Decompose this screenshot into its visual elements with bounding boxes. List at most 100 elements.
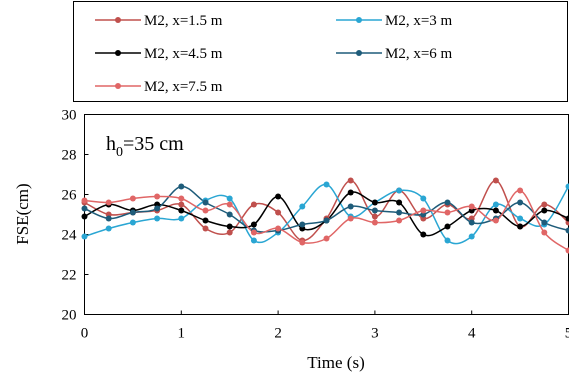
series-m2-x-1-5-m-point (178, 201, 185, 208)
x-tick-label: 3 (371, 326, 379, 342)
x-tick-label: 1 (178, 326, 186, 342)
series-m2-x-3-m-point (323, 181, 330, 188)
series-m2-x-7-5-m-point (420, 207, 427, 214)
series-m2-x-1-5-m-point (347, 177, 354, 184)
legend-label: M2, x=3 m (385, 13, 453, 29)
series-m2-x-1-5-m-point (202, 225, 209, 232)
x-axis-title: Time (s) (307, 353, 364, 372)
series-m2-x-6-m-point (226, 211, 233, 218)
series-m2-x-3-m-point (129, 219, 136, 226)
series-m2-x-1-5-m-point (250, 201, 257, 208)
legend: M2, x=1.5 m M2, x=3 m M2, x=4.5 m M2, x=6 m… (73, 1, 568, 102)
series-m2-x-1-5-m-point (492, 177, 499, 184)
x-tick-label: 5 (565, 326, 569, 342)
series-m2-x-6-m-point (105, 215, 112, 222)
legend-item-m2-x-1-5-m: M2, x=1.5 m (95, 13, 223, 29)
legend-swatch-marker (115, 50, 121, 56)
series-m2-x-7-5-m-point (396, 217, 403, 224)
legend-box (73, 1, 568, 102)
series-m2-x-4-5-m-point (202, 217, 209, 224)
annotation-subscript: 0 (116, 145, 123, 160)
series-m2-x-4-5-m-point (565, 215, 569, 222)
series-m2-x-3-m-point (299, 203, 306, 210)
y-axis: 20 22 24 26 28 30 (62, 108, 89, 324)
series-m2-x-7-5-m-point (517, 187, 524, 194)
x-tick-label: 2 (274, 326, 282, 342)
series-m2-x-7-5-m-point (154, 193, 161, 200)
series-m2-x-4-5-m-point (371, 199, 378, 206)
series-m2-x-3-m-point (444, 237, 451, 244)
series-m2-x-7-5-m-point (371, 219, 378, 226)
annotation-main: h (106, 133, 116, 155)
series-m2-x-4-5-m-point (347, 189, 354, 196)
series-m2-x-4-5-m-point (226, 223, 233, 230)
series-m2-x-7-5-m-point (105, 199, 112, 206)
series-m2-x-4-5-m-point (250, 221, 257, 228)
series-m2-x-6-m-point (323, 217, 330, 224)
series-m2-x-3-m-point (517, 215, 524, 222)
y-tick-label: 22 (62, 268, 77, 284)
series-m2-x-3-m-point (178, 215, 185, 222)
series-m2-x-6-m-point (129, 209, 136, 216)
series-m2-x-6-m-point (468, 219, 475, 226)
series-m2-x-7-5-m-point (250, 229, 257, 236)
series-m2-x-4-5-m-point (517, 223, 524, 230)
series-m2-x-4-5-m-point (444, 223, 451, 230)
series-m2-x-3-m-point (226, 195, 233, 202)
series-m2-x-7-5-m-point (178, 195, 185, 202)
series-m2-x-4-5-m-point (81, 213, 88, 220)
series-m2-x-6-m-point (371, 207, 378, 214)
series-m2-x-7-5-m-point (275, 225, 282, 232)
series-m2-x-1-5-m-point (541, 201, 548, 208)
series-m2-x-7-5-m-point (444, 209, 451, 216)
series-m2-x-7-5-m-point (468, 203, 475, 210)
series-m2-x-7-5-m-point (541, 229, 548, 236)
legend-swatch-marker (115, 17, 121, 23)
series-m2-x-6-m-point (517, 199, 524, 206)
legend-swatch-marker (356, 50, 362, 56)
series-m2-x-7-5-m-point (226, 201, 233, 208)
legend-item-m2-x-6-m: M2, x=6 m (336, 46, 453, 62)
y-tick-label: 24 (62, 228, 78, 244)
series-m2-x-7-5-m-point (347, 215, 354, 222)
y-tick-label: 28 (62, 148, 77, 164)
series-m2-x-3-m-point (105, 225, 112, 232)
depth-annotation: h0=35 cm (106, 133, 184, 160)
legend-label: M2, x=6 m (385, 46, 453, 62)
series-m2-x-7-5-m-point (323, 235, 330, 242)
legend-item-m2-x-3-m: M2, x=3 m (336, 13, 453, 29)
series-m2-x-4-5-m-point (396, 199, 403, 206)
series-m2-x-3-m-point (565, 183, 569, 190)
y-tick-label: 20 (62, 308, 77, 324)
series-m2-x-7-5-m-point (129, 195, 136, 202)
series-m2-x-4-5-m-point (541, 207, 548, 214)
series-m2-x-6-m-point (347, 203, 354, 210)
y-tick-label: 26 (62, 188, 78, 204)
series-m2-x-6-m-point (541, 219, 548, 226)
y-tick-label: 30 (62, 108, 77, 124)
annotation-rest: =35 cm (123, 133, 184, 155)
series-markers (81, 177, 569, 254)
series-m2-x-3-m-point (81, 233, 88, 240)
legend-label: M2, x=4.5 m (144, 46, 223, 62)
series-m2-x-4-5-m-point (275, 193, 282, 200)
legend-swatch-marker (356, 17, 362, 23)
series-m2-x-7-5-m-point (202, 207, 209, 214)
series-m2-x-1-5-m-point (226, 229, 233, 236)
series-m2-x-4-5-m-point (420, 231, 427, 238)
series-m2-x-7-5-m-point (299, 239, 306, 246)
series-m2-x-4-5-m-point (492, 207, 499, 214)
series-m2-x-6-m-point (565, 227, 569, 234)
series-m2-x-3-m-point (492, 201, 499, 208)
series-m2-x-1-5-m-point (371, 213, 378, 220)
series-m2-x-7-5-m-point (565, 247, 569, 254)
series-m2-x-6-m-point (444, 199, 451, 206)
x-axis: 0 1 2 3 4 5 (81, 310, 569, 342)
x-tick-label: 4 (468, 326, 476, 342)
legend-label: M2, x=1.5 m (144, 13, 223, 29)
legend-swatch-marker (115, 83, 121, 89)
series-m2-x-3-m-point (420, 195, 427, 202)
legend-item-m2-x-7-5-m: M2, x=7.5 m (95, 79, 223, 95)
series-m2-x-6-m-point (299, 221, 306, 228)
